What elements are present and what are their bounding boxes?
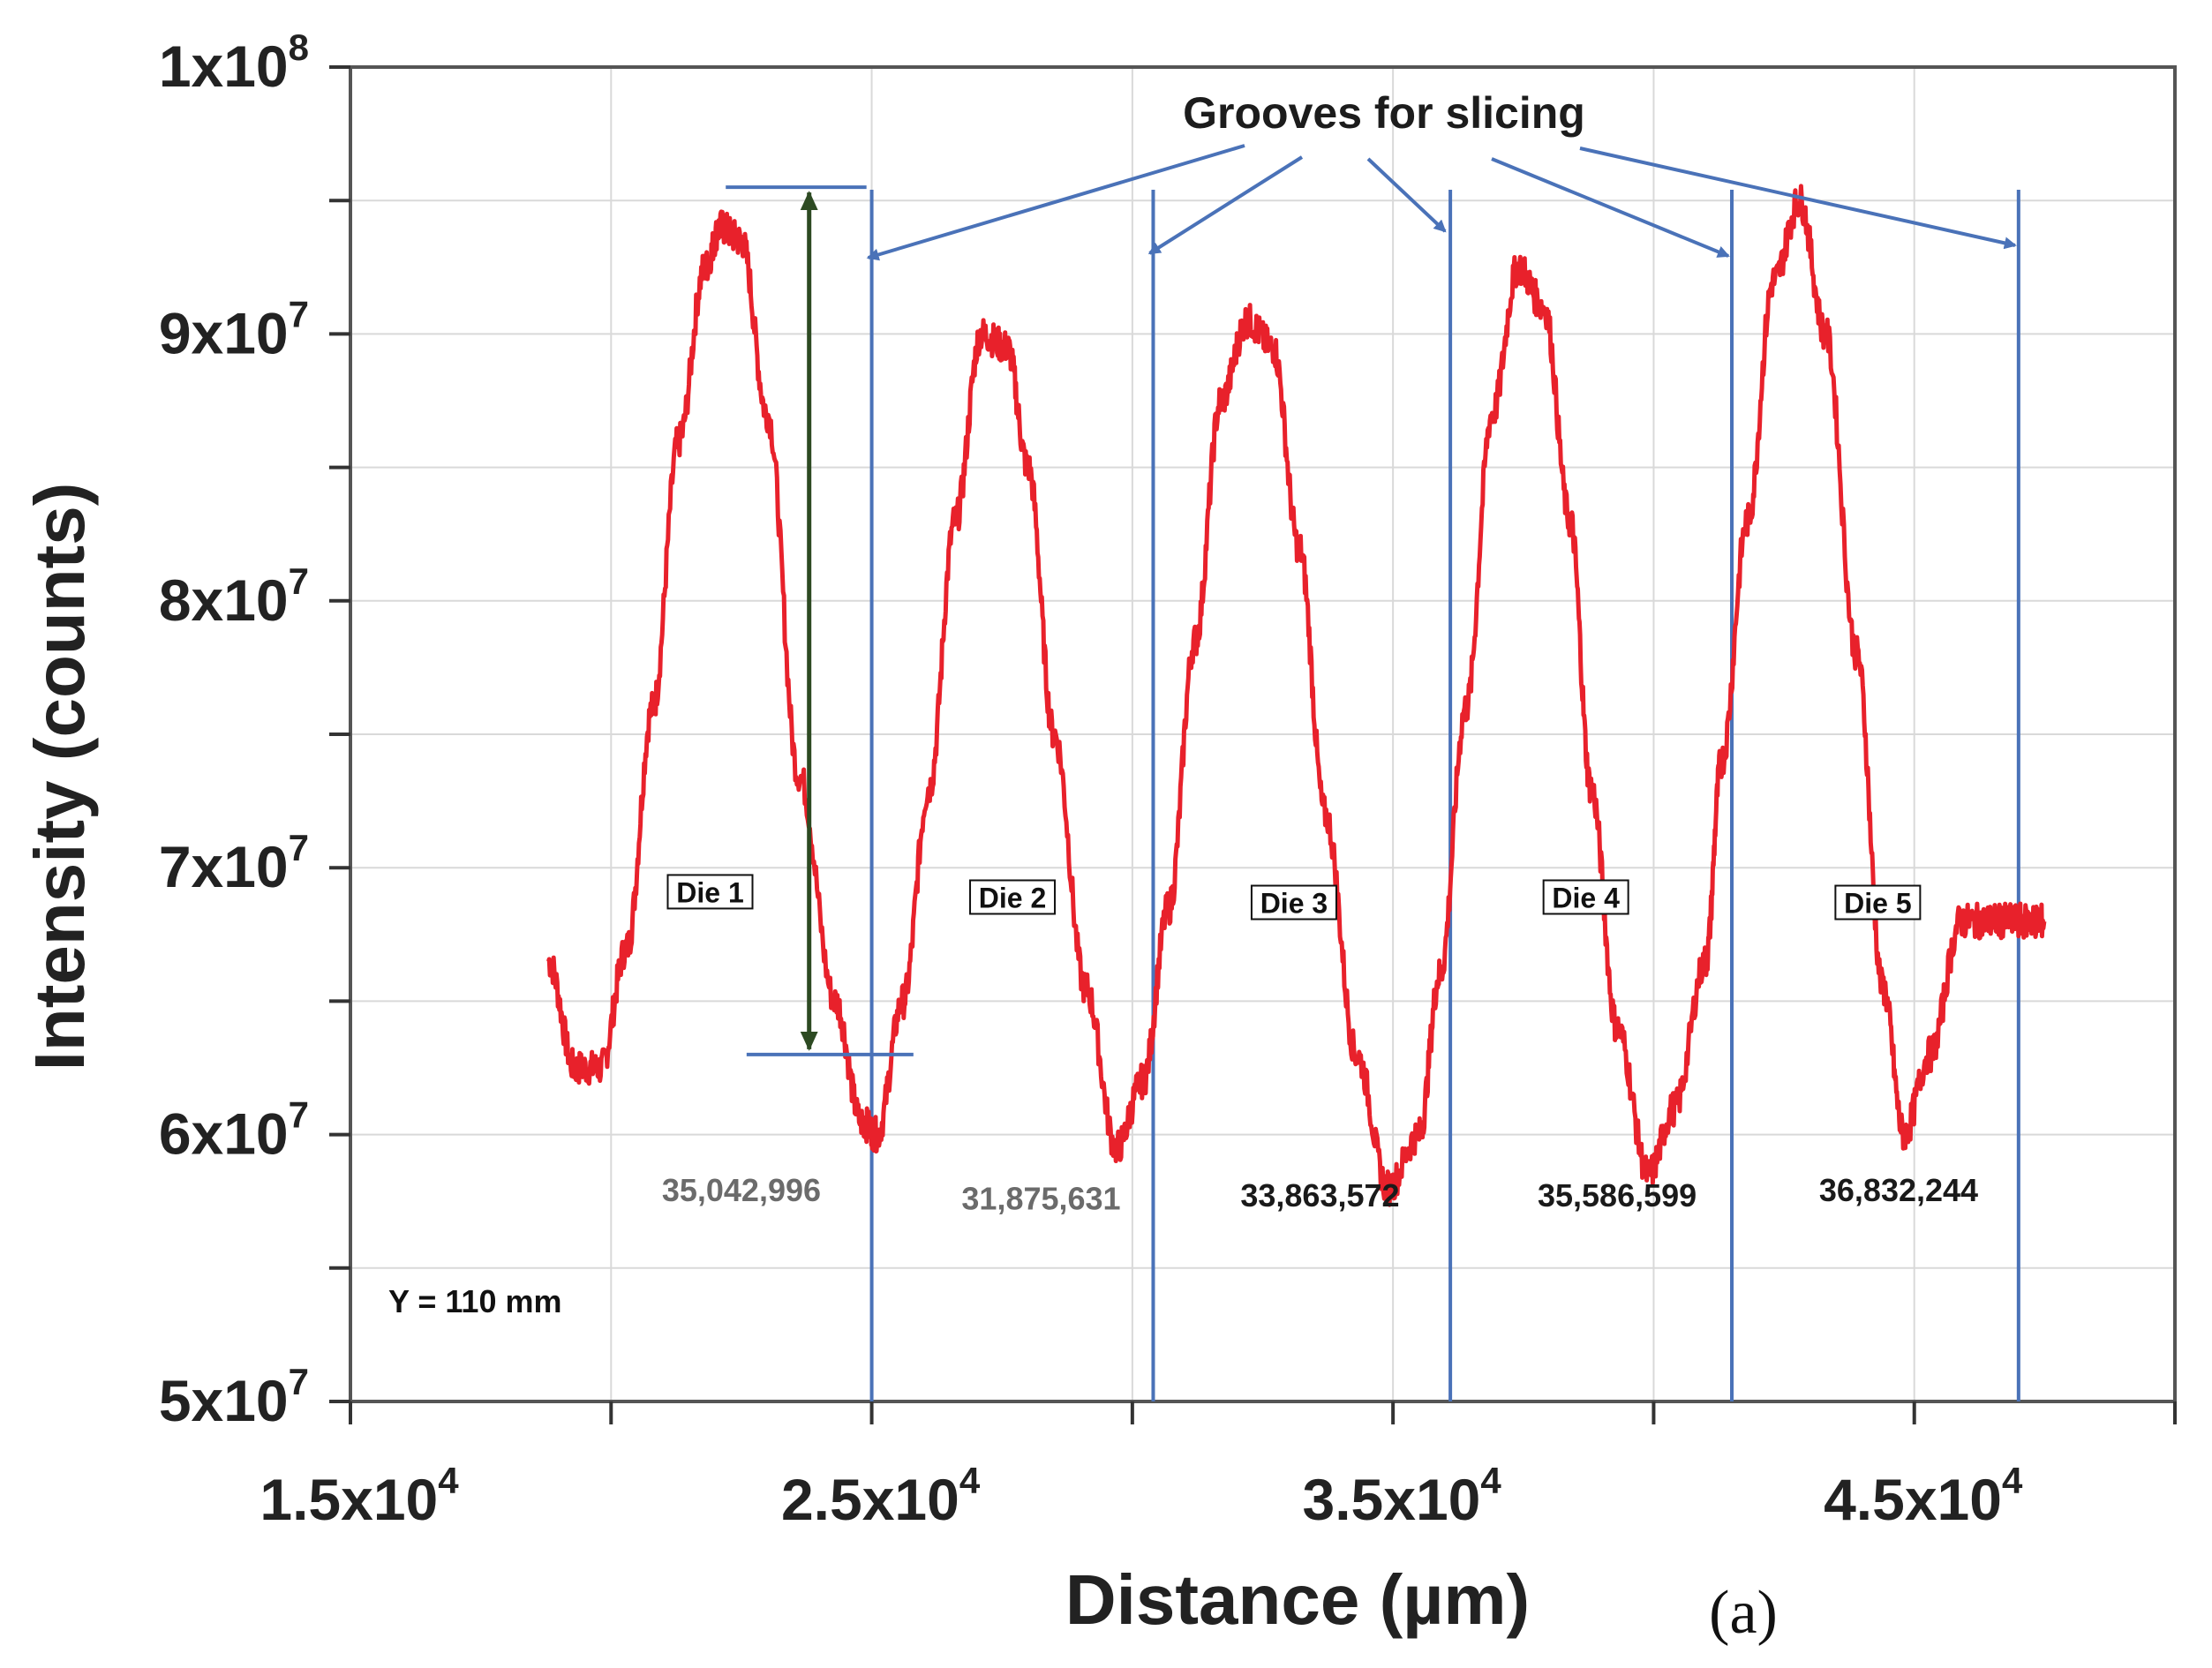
die-label-group: Die 5 [1834,884,1922,920]
die-label-text: Die 1 [676,876,743,908]
groove-lines [869,190,2020,1401]
tick-exponent: 7 [289,1361,309,1402]
y-tick-label: 7x107 [159,827,309,899]
y-tick-label: 1x108 [159,26,309,99]
die-label-group: Die 2 [969,879,1057,915]
die-label-text: Die 4 [1552,882,1620,913]
y-tick-label: 9x107 [159,293,309,365]
x-tick-label: 1.5x104 [260,1460,459,1532]
difference-value: 31,875,631 [961,1180,1120,1216]
die-label-text: Die 5 [1844,888,1911,920]
difference-value: 33,863,572 [1240,1177,1399,1213]
die-label-group: Die 4 [1542,879,1629,915]
tick-exponent: 4 [1480,1460,1501,1501]
tick-mantissa: 9x10 [159,300,289,365]
tick-exponent: 4 [959,1460,981,1501]
groove-arrow [1147,155,1304,255]
difference-value: 36,832,244 [1819,1172,1978,1208]
tick-exponent: 7 [289,560,309,602]
die-label-group: Die 1 [666,874,754,910]
y-position-label: Y = 110 mm [388,1283,562,1319]
tick-exponent: 4 [438,1460,459,1501]
tick-mantissa: 3.5x10 [1303,1467,1481,1532]
tick-mantissa: 2.5x10 [781,1467,959,1532]
tick-mantissa: 8x10 [159,567,289,633]
y-tick-label: 6x107 [159,1094,309,1167]
tick-exponent: 7 [289,827,309,868]
y-tick-label: 5x107 [159,1361,309,1433]
y-axis-title: Intensity (counts) [20,483,99,1071]
panel-label: (a) [1709,1579,1778,1647]
die-label-box [969,879,1057,915]
groove-arrow [1366,157,1447,233]
difference-value: 35,586,599 [1538,1177,1697,1213]
y-tick-label: 8x107 [159,560,309,633]
grooves-annotation-title: Grooves for slicing [1183,88,1585,138]
tick-mantissa: 6x10 [159,1101,289,1167]
tick-mantissa: 7x10 [159,834,289,899]
x-tick-label: 3.5x104 [1303,1460,1502,1532]
die-label-text: Die 2 [979,882,1046,913]
tick-exponent: 4 [2002,1460,2023,1501]
tick-mantissa: 1.5x10 [260,1467,438,1532]
tick-mantissa: 5x10 [159,1368,289,1433]
die-label-box [1834,884,1922,920]
tick-exponent: 7 [289,293,309,334]
die-label-group: Die 3 [1250,884,1337,920]
die-label-box [1250,884,1337,920]
x-tick-label: 2.5x104 [781,1460,981,1532]
groove-arrow [1491,157,1730,258]
die-label-box [1542,879,1629,915]
data-series [546,184,2047,1207]
series-line [546,184,2047,1207]
tick-exponent: 8 [289,26,309,68]
groove-annotation-arrows [866,144,2017,261]
axis-ticks [329,65,2177,1424]
grid-lines [350,67,2175,1401]
x-axis-title: Distance (µm) [1065,1560,1530,1639]
die-label-text: Die 3 [1260,888,1328,920]
difference-value: 35,042,996 [662,1172,821,1208]
die-labels: Die 1 Die 2 Die 3 Die 4 Die 5 [666,874,1922,920]
groove-arrow [1579,147,2017,250]
tick-mantissa: 1x10 [159,34,289,99]
intensity-range-arrow [726,185,914,1056]
die-label-box [666,874,754,910]
difference-labels: 35,042,996 31,875,631 33,863,572 35,586,599… [662,1172,1978,1216]
x-tick-label: 4.5x104 [1824,1460,2023,1532]
tick-mantissa: 4.5x10 [1824,1467,2002,1532]
tick-exponent: 7 [289,1094,309,1136]
x-tick-labels: 1.5x104 2.5x104 3.5x104 4.5x104 [260,1460,2023,1532]
groove-arrow [866,144,1245,261]
